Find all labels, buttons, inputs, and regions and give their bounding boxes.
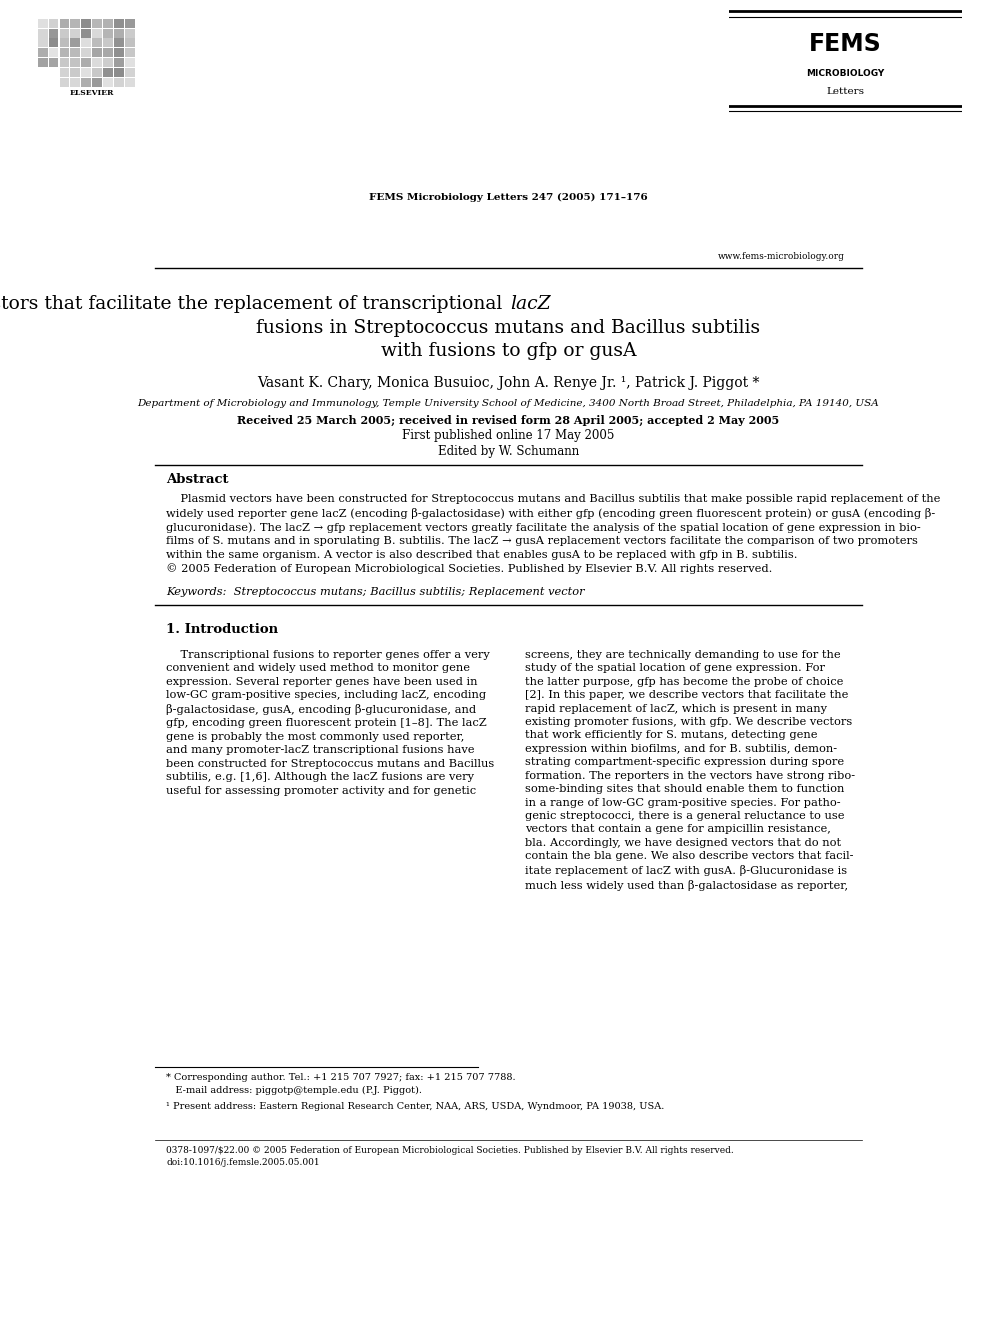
Text: lacZ: lacZ xyxy=(510,295,551,314)
Bar xyxy=(60,69,69,77)
Bar xyxy=(125,78,135,87)
Bar xyxy=(60,38,69,48)
Text: First published online 17 May 2005: First published online 17 May 2005 xyxy=(402,430,615,442)
Text: ELSEVIER: ELSEVIER xyxy=(70,89,114,97)
Bar xyxy=(81,69,91,77)
Text: Transcriptional fusions to reporter genes offer a very
convenient and widely use: Transcriptional fusions to reporter gene… xyxy=(167,650,495,795)
Bar xyxy=(103,69,113,77)
Bar xyxy=(103,19,113,28)
Bar xyxy=(60,58,69,67)
Text: Plasmid vectors have been constructed for Streptococcus mutans and Bacillus subt: Plasmid vectors have been constructed fo… xyxy=(167,493,940,574)
Bar xyxy=(81,58,91,67)
Bar xyxy=(114,49,124,57)
Bar xyxy=(70,58,80,67)
Bar xyxy=(81,19,91,28)
Text: FEMS Microbiology Letters 247 (2005) 171–176: FEMS Microbiology Letters 247 (2005) 171… xyxy=(369,193,648,202)
Text: Edited by W. Schumann: Edited by W. Schumann xyxy=(437,445,579,458)
Bar xyxy=(81,29,91,37)
Bar xyxy=(92,19,102,28)
Text: Vasant K. Chary, Monica Busuioc, John A. Renye Jr. ¹, Patrick J. Piggot *: Vasant K. Chary, Monica Busuioc, John A.… xyxy=(257,376,760,390)
Bar xyxy=(49,49,59,57)
Text: 1. Introduction: 1. Introduction xyxy=(167,623,279,636)
Bar xyxy=(103,49,113,57)
Text: Department of Microbiology and Immunology, Temple University School of Medicine,: Department of Microbiology and Immunolog… xyxy=(138,398,879,407)
Bar xyxy=(103,58,113,67)
Text: 0378-1097/$22.00 © 2005 Federation of European Microbiological Societies. Publis: 0378-1097/$22.00 © 2005 Federation of Eu… xyxy=(167,1146,734,1155)
Bar xyxy=(92,69,102,77)
Text: www.fems-microbiology.org: www.fems-microbiology.org xyxy=(718,253,845,261)
Bar xyxy=(70,49,80,57)
Bar xyxy=(125,49,135,57)
Bar xyxy=(125,58,135,67)
Text: screens, they are technically demanding to use for the
study of the spatial loca: screens, they are technically demanding … xyxy=(526,650,855,892)
Bar xyxy=(49,58,59,67)
Bar xyxy=(60,78,69,87)
Bar xyxy=(60,29,69,37)
Bar xyxy=(92,49,102,57)
Bar xyxy=(92,58,102,67)
Bar xyxy=(81,78,91,87)
Bar xyxy=(70,69,80,77)
Bar xyxy=(114,58,124,67)
Text: FEMS: FEMS xyxy=(809,32,882,56)
Bar xyxy=(60,19,69,28)
Bar xyxy=(49,19,59,28)
Bar xyxy=(114,69,124,77)
Text: Abstract: Abstract xyxy=(167,474,229,486)
Text: doi:10.1016/j.femsle.2005.05.001: doi:10.1016/j.femsle.2005.05.001 xyxy=(167,1158,319,1167)
Bar xyxy=(114,19,124,28)
Text: Vectors that facilitate the replacement of transcriptional: Vectors that facilitate the replacement … xyxy=(0,295,509,314)
Bar xyxy=(103,38,113,48)
Text: Letters: Letters xyxy=(826,87,865,97)
Bar xyxy=(70,78,80,87)
Text: ¹ Present address: Eastern Regional Research Center, NAA, ARS, USDA, Wyndmoor, P: ¹ Present address: Eastern Regional Rese… xyxy=(167,1102,665,1111)
Bar xyxy=(81,49,91,57)
Bar xyxy=(49,38,59,48)
Text: Keywords:  Streptococcus mutans; Bacillus subtilis; Replacement vector: Keywords: Streptococcus mutans; Bacillus… xyxy=(167,586,585,597)
Bar xyxy=(125,38,135,48)
Bar xyxy=(49,29,59,37)
Bar xyxy=(38,38,48,48)
Text: MICROBIOLOGY: MICROBIOLOGY xyxy=(806,69,885,78)
Bar xyxy=(114,29,124,37)
Text: fusions in Streptococcus mutans and Bacillus subtilis: fusions in Streptococcus mutans and Baci… xyxy=(256,319,761,337)
Bar xyxy=(92,29,102,37)
Text: with fusions to gfp or gusA: with fusions to gfp or gusA xyxy=(381,343,636,360)
Bar xyxy=(70,19,80,28)
Bar xyxy=(103,29,113,37)
Bar xyxy=(81,38,91,48)
Bar xyxy=(38,49,48,57)
Text: * Corresponding author. Tel.: +1 215 707 7927; fax: +1 215 707 7788.: * Corresponding author. Tel.: +1 215 707… xyxy=(167,1073,516,1081)
Text: E-mail address: piggotp@temple.edu (P.J. Piggot).: E-mail address: piggotp@temple.edu (P.J.… xyxy=(167,1086,423,1095)
Bar xyxy=(114,78,124,87)
Bar xyxy=(125,29,135,37)
Bar xyxy=(125,69,135,77)
Bar xyxy=(38,19,48,28)
Bar xyxy=(60,49,69,57)
Bar xyxy=(38,58,48,67)
Bar xyxy=(103,78,113,87)
Text: Received 25 March 2005; received in revised form 28 April 2005; accepted 2 May 2: Received 25 March 2005; received in revi… xyxy=(237,415,780,426)
Bar xyxy=(70,38,80,48)
Bar xyxy=(38,29,48,37)
Bar xyxy=(70,29,80,37)
Bar xyxy=(92,38,102,48)
Bar xyxy=(92,78,102,87)
Bar xyxy=(114,38,124,48)
Bar xyxy=(125,19,135,28)
